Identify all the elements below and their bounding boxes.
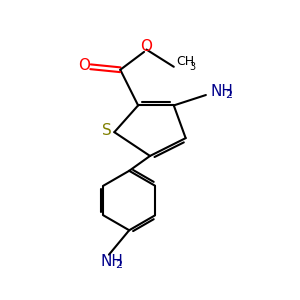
Text: 3: 3 xyxy=(189,62,195,72)
Text: 2: 2 xyxy=(225,90,232,100)
Text: CH: CH xyxy=(176,55,194,68)
Text: O: O xyxy=(140,39,152,54)
Text: O: O xyxy=(78,58,90,73)
Text: NH: NH xyxy=(101,254,124,269)
Text: NH: NH xyxy=(211,84,234,99)
Text: S: S xyxy=(102,123,112,138)
Text: 2: 2 xyxy=(115,260,122,270)
